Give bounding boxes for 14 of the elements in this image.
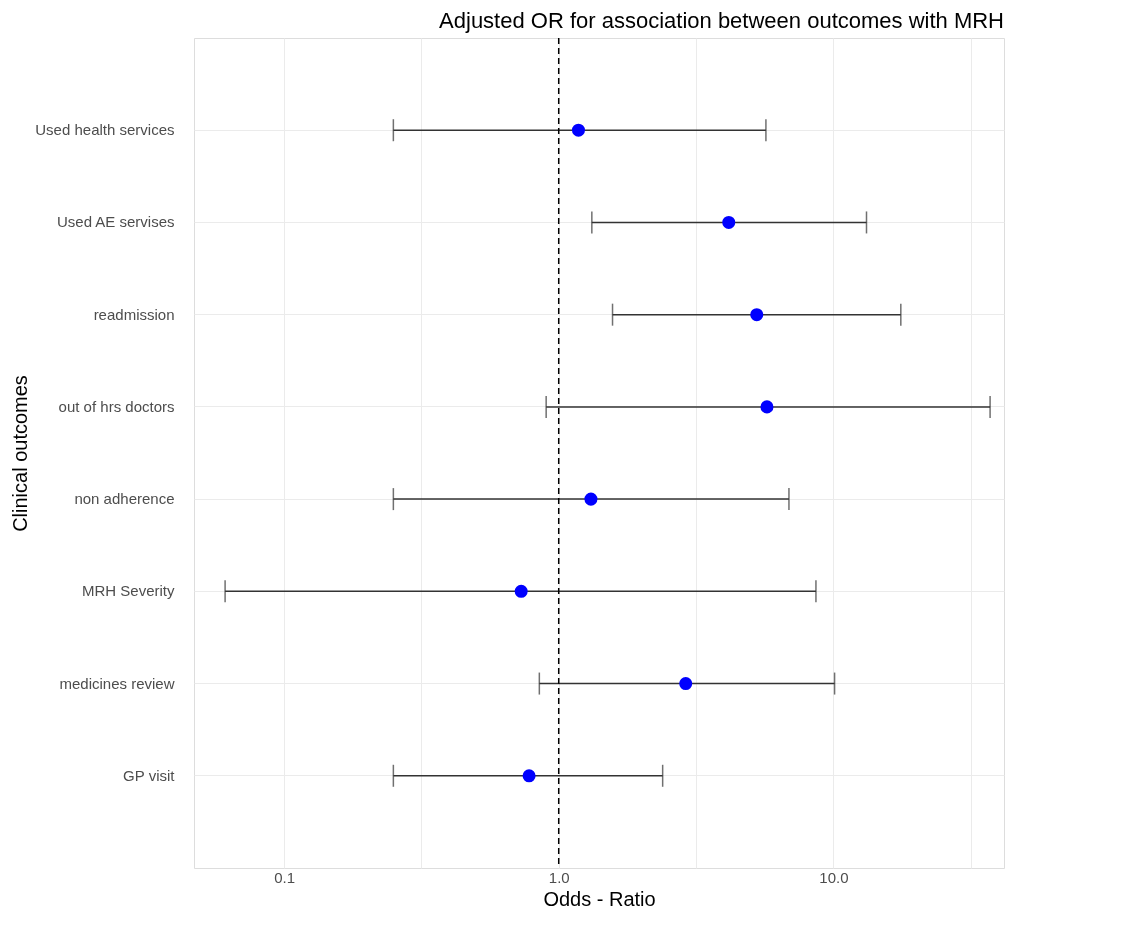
y-tick-label: out of hrs doctors [58,397,175,415]
y-tick-label: non adherence [74,490,175,508]
y-tick-label: Used health services [35,121,175,139]
x-tick-label: 1.0 [548,868,570,886]
x-axis-title: Odds - Ratio [543,887,656,910]
y-tick-label: readmission [93,305,175,323]
x-tick-label: 10.0 [819,868,849,886]
x-tick-label: 0.1 [274,868,295,886]
y-axis-title: Clinical outcomes [9,375,32,532]
y-tick-label: MRH Severity [81,582,175,600]
y-tick-label: Used AE servises [56,213,175,231]
chart-title: Adjusted OR for association between outcomes with MRH [439,8,1004,34]
y-tick-label: medicines review [59,674,175,692]
y-tick-label: GP visit [123,766,176,784]
